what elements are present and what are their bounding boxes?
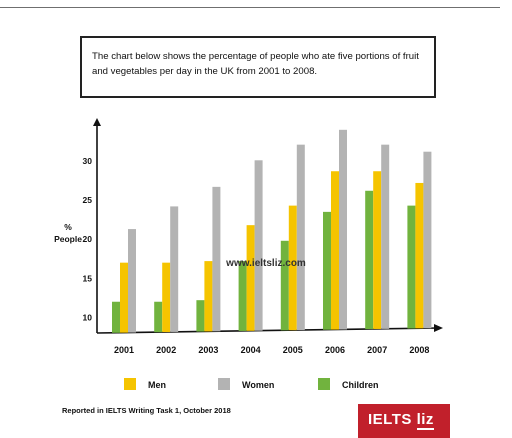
bar-children [323,211,331,330]
x-tick-label: 2007 [367,345,387,355]
bar-men [373,171,382,329]
y-tick-label: 25 [83,195,93,205]
x-tick-label: 2001 [114,345,134,355]
y-axis-arrow [93,118,101,126]
y-tick-label: 15 [83,273,93,283]
x-tick-label: 2003 [198,345,218,355]
ielts-liz-logo: IELTS liz [358,404,450,438]
legend-swatch-women [218,378,230,390]
x-axis-arrow [434,324,443,332]
legend-label-children: Children [342,380,379,390]
logo-main-text: IELTS [368,411,412,428]
bar-children [407,205,416,329]
bar-children [365,190,374,330]
bar-women [339,129,347,330]
x-tick-label: 2008 [409,345,429,355]
description-line-2: and vegetables per day in the UK from 20… [92,66,318,77]
x-tick-label: 2005 [283,345,303,355]
bar-women [254,160,263,331]
chart-description-box: The chart below shows the percentage of … [80,36,436,98]
y-tick-label: 20 [83,234,93,244]
bar-women [170,206,179,332]
bar-women [128,229,136,333]
bar-men [331,171,339,330]
logo-accent-text: liz [416,411,434,430]
bar-women [296,144,305,331]
bar-men [204,261,213,332]
source-note: Reported in IELTS Writing Task 1, Octobe… [62,406,231,415]
bar-men [246,225,255,331]
legend-swatch-children [318,378,330,390]
x-tick-label: 2004 [241,345,261,355]
top-divider [0,7,500,8]
legend-label-women: Women [242,380,274,390]
bar-men [415,182,424,329]
bar-women [381,144,390,329]
legend-swatch-men [124,378,136,390]
y-axis-label-text: People [54,234,82,244]
y-tick-label: 30 [83,156,93,166]
bar-men [162,262,171,333]
y-axis-label-symbol: % [64,222,72,232]
bar-children [280,240,289,331]
x-tick-label: 2002 [156,345,176,355]
bar-children [154,301,163,333]
bar-men [288,205,297,331]
legend-label-men: Men [148,380,166,390]
bar-children [196,300,205,332]
bar-children [238,261,247,331]
description-line-1: The chart below shows the percentage of … [92,51,419,62]
bar-men [120,262,128,333]
x-tick-label: 2006 [325,345,345,355]
bar-women [423,151,432,329]
y-tick-label: 10 [83,312,93,322]
bar-children [112,301,120,333]
bar-women [212,186,221,332]
watermark-text: www.ieltsliz.com [225,258,306,269]
